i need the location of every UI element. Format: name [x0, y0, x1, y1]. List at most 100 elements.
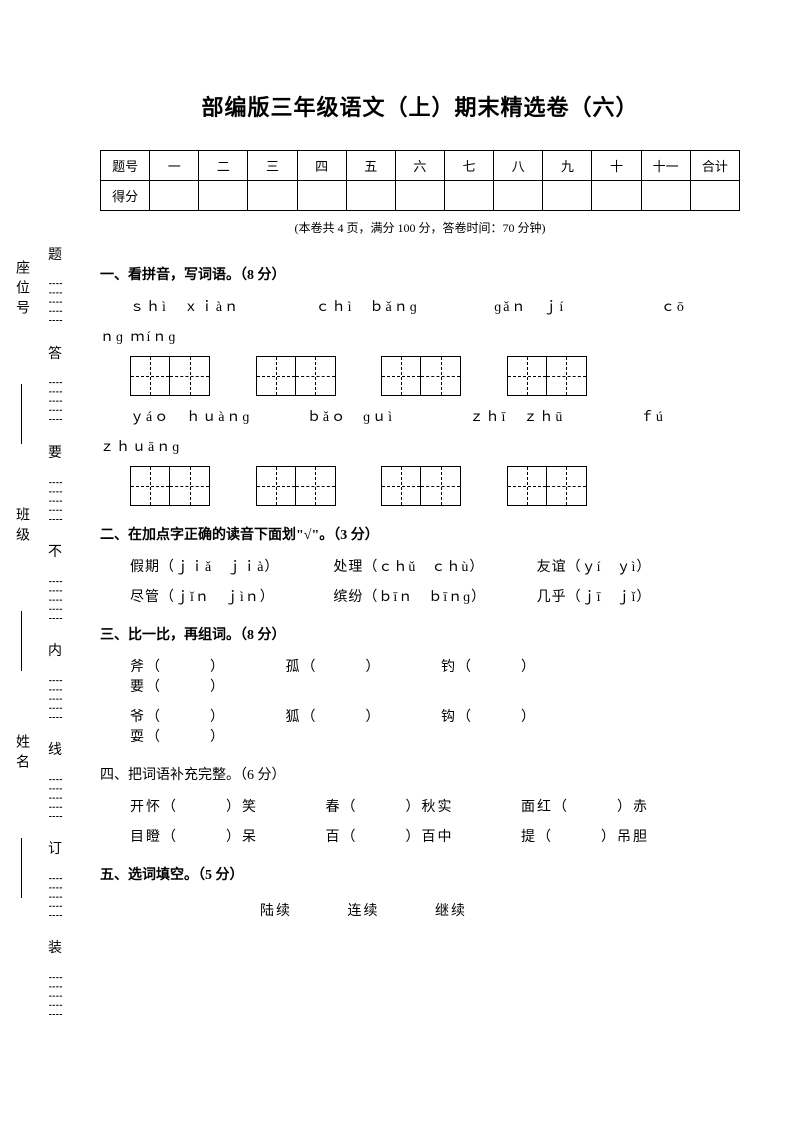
score-label-cell: 得分 — [101, 181, 150, 211]
q4-row: 开怀（ ）笑 春（ ）秋实 面红（ ）赤 — [130, 796, 740, 816]
word-compare-item[interactable]: 要（ ） — [130, 676, 280, 696]
score-header-cell: 一 — [150, 151, 199, 181]
word-choice: 继续 — [435, 904, 467, 919]
warn-char: 订 — [48, 838, 62, 858]
score-input-cell[interactable] — [690, 181, 739, 211]
tianzi-box[interactable] — [381, 356, 421, 396]
phrase-complete-item[interactable]: 目瞪（ ）呆 — [130, 826, 320, 846]
word-compare-item[interactable]: 爷（ ） — [130, 706, 280, 726]
q2-row: 假期（ｊｉǎ ｊｉà） 处理（ｃｈǔ ｃｈù） 友谊（ｙí ｙì） — [130, 556, 740, 576]
tianzi-box[interactable] — [296, 466, 336, 506]
warn-char: 不 — [48, 541, 62, 561]
class-label: 班级 — [11, 507, 31, 547]
tianzi-row — [130, 356, 740, 396]
tianzi-box[interactable] — [130, 356, 170, 396]
binding-dots: ┊┊┊┊┊ — [48, 875, 63, 921]
tianzi-box[interactable] — [507, 466, 547, 506]
score-input-cell[interactable] — [150, 181, 199, 211]
binding-dots: ┊┊┊┊┊ — [48, 776, 63, 822]
score-header-cell: 合计 — [690, 151, 739, 181]
binding-dots: ┊┊┊┊┊ — [48, 974, 63, 1020]
tianzi-box[interactable] — [507, 356, 547, 396]
word-compare-item[interactable]: 钩（ ） — [441, 706, 591, 726]
word-compare-item[interactable]: 孤（ ） — [286, 656, 436, 676]
word-choice: 连续 — [348, 904, 380, 919]
warn-char: 答 — [48, 343, 62, 363]
pronunciation-item[interactable]: 假期（ｊｉǎ ｊｉà） — [130, 556, 333, 576]
name-line[interactable] — [21, 838, 22, 898]
tianzi-box[interactable] — [547, 466, 587, 506]
score-input-cell[interactable] — [395, 181, 444, 211]
pinyin-line-wrap: ｎɡ ｍíｎɡ — [100, 326, 740, 346]
tianzi-box[interactable] — [256, 466, 296, 506]
score-input-cell[interactable] — [494, 181, 543, 211]
q2-row: 尽管（ｊǐｎ ｊìｎ） 缤纷（ｂīｎ ｂīｎɡ） 几乎（ｊī ｊǐ） — [130, 586, 740, 606]
warn-char: 要 — [48, 442, 62, 462]
score-input-cell[interactable] — [248, 181, 297, 211]
score-header-cell: 八 — [494, 151, 543, 181]
tianzi-box[interactable] — [130, 466, 170, 506]
score-header-cell: 题号 — [101, 151, 150, 181]
binding-dots: ┊┊┊┊┊ — [48, 280, 63, 326]
pinyin-group: ｚｈī ｚｈū — [470, 406, 565, 426]
score-input-cell[interactable] — [346, 181, 395, 211]
pinyin-group: ｙáｏ ｈｕàｎɡ — [130, 406, 251, 426]
score-input-cell[interactable] — [543, 181, 592, 211]
tianzi-box[interactable] — [547, 356, 587, 396]
pronunciation-item[interactable]: 缤纷（ｂīｎ ｂīｎɡ） — [333, 586, 536, 606]
score-input-cell[interactable] — [592, 181, 641, 211]
seat-number-line[interactable] — [21, 384, 22, 444]
tianzi-row — [130, 466, 740, 506]
binding-dots: ┊┊┊┊┊ — [48, 578, 63, 624]
pinyin-group: ｃｈì ｂǎｎɡ — [316, 296, 419, 316]
tianzi-box[interactable] — [170, 356, 210, 396]
exam-title: 部编版三年级语文（上）期末精选卷（六） — [100, 90, 740, 122]
tianzi-box[interactable] — [421, 356, 461, 396]
pinyin-group: ｃō — [661, 296, 686, 316]
pinyin-group: ｓｈì ｘｉàｎ — [130, 296, 240, 316]
word-compare-item[interactable]: 钓（ ） — [441, 656, 591, 676]
tianzi-box[interactable] — [421, 466, 461, 506]
word-compare-item[interactable]: 斧（ ） — [130, 656, 280, 676]
pronunciation-item[interactable]: 几乎（ｊī ｊǐ） — [537, 586, 740, 606]
pronunciation-item[interactable]: 处理（ｃｈǔ ｃｈù） — [333, 556, 536, 576]
tianzi-box[interactable] — [170, 466, 210, 506]
binding-dots: ┊┊┊┊┊ — [48, 677, 63, 723]
q2-heading: 二、在加点字正确的读音下面划"√"。（3 分） — [100, 524, 740, 544]
pinyin-group: ɡǎｎ ｊí — [494, 296, 565, 316]
score-input-cell[interactable] — [444, 181, 493, 211]
score-header-cell: 七 — [444, 151, 493, 181]
score-header-cell: 三 — [248, 151, 297, 181]
pronunciation-item[interactable]: 友谊（ｙí ｙì） — [537, 556, 740, 576]
exam-info-note: (本卷共 4 页，满分 100 分，答卷时间：70 分钟) — [100, 219, 740, 236]
warn-char: 题 — [48, 244, 62, 264]
score-input-cell[interactable] — [199, 181, 248, 211]
score-header-cell: 二 — [199, 151, 248, 181]
score-header-cell: 十一 — [641, 151, 690, 181]
tianzi-box[interactable] — [296, 356, 336, 396]
tianzi-box[interactable] — [381, 466, 421, 506]
binding-warning-strip: 题 ┊┊┊┊┊ 答 ┊┊┊┊┊ 要 ┊┊┊┊┊ 不 ┊┊┊┊┊ 内 ┊┊┊┊┊ … — [40, 240, 70, 1020]
student-info-strip: 座位号 班级 姓名 — [10, 260, 32, 900]
tianzi-box[interactable] — [256, 356, 296, 396]
phrase-complete-item[interactable]: 开怀（ ）笑 — [130, 796, 320, 816]
score-header-cell: 六 — [395, 151, 444, 181]
class-line[interactable] — [21, 611, 22, 671]
phrase-complete-item[interactable]: 提（ ）吊胆 — [521, 826, 711, 846]
q5-word-bank: 陆续 连续 继续 — [260, 900, 740, 920]
warn-char: 内 — [48, 640, 62, 660]
score-header-cell: 九 — [543, 151, 592, 181]
q4-heading: 四、把词语补充完整。（6 分） — [100, 764, 740, 784]
score-input-cell[interactable] — [297, 181, 346, 211]
pronunciation-item[interactable]: 尽管（ｊǐｎ ｊìｎ） — [130, 586, 333, 606]
phrase-complete-item[interactable]: 春（ ）秋实 — [326, 796, 516, 816]
binding-dots: ┊┊┊┊┊ — [48, 479, 63, 525]
word-compare-item[interactable]: 狐（ ） — [286, 706, 436, 726]
phrase-complete-item[interactable]: 面红（ ）赤 — [521, 796, 711, 816]
word-compare-item[interactable]: 耍（ ） — [130, 726, 280, 746]
word-choice: 陆续 — [260, 904, 292, 919]
exam-page: 部编版三年级语文（上）期末精选卷（六） 题号 一 二 三 四 五 六 七 八 九… — [100, 90, 740, 920]
q1-heading: 一、看拼音，写词语。（8 分） — [100, 264, 740, 284]
score-input-cell[interactable] — [641, 181, 690, 211]
phrase-complete-item[interactable]: 百（ ）百中 — [326, 826, 516, 846]
